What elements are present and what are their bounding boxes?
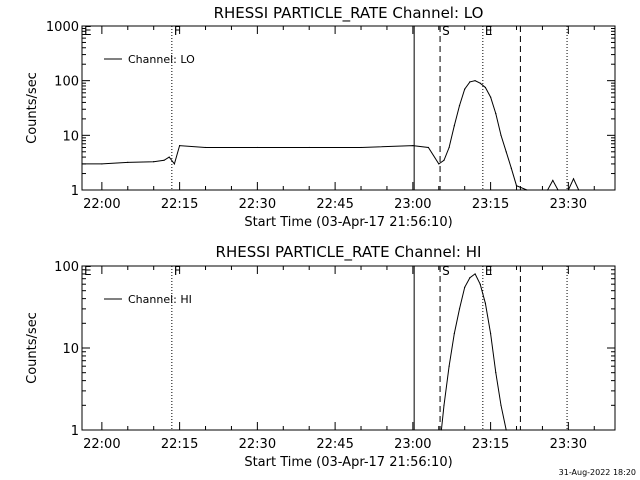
data-point: [204, 146, 207, 149]
y-tick-label: 10: [62, 129, 79, 144]
data-point: [547, 189, 549, 191]
data-point: [484, 86, 487, 89]
data-point: [505, 151, 507, 153]
marker-label-e: E: [485, 24, 493, 38]
data-point: [453, 125, 455, 127]
marker-label-e: E: [485, 264, 493, 278]
footer-timestamp: 31-Aug-2022 18:20: [558, 468, 636, 477]
x-tick-label: 22:30: [239, 197, 276, 212]
x-axis-label: Start Time (03-Apr-17 21:56:10): [244, 215, 452, 230]
y-axis-label: Counts/sec: [25, 72, 40, 144]
x-tick-label: 23:00: [394, 197, 431, 212]
data-point: [173, 163, 176, 165]
marker-label-e: E: [84, 24, 92, 38]
data-point: [515, 185, 518, 187]
chart-panel-1: RHESSI PARTICLE_RATE Channel: LO 1 10 100 10…: [25, 4, 616, 230]
data-point: [557, 189, 559, 191]
data-point: [578, 189, 580, 191]
data-point: [572, 178, 575, 180]
data-point: [490, 332, 492, 335]
x-axis-label: Start Time (03-Apr-17 21:56:10): [244, 455, 452, 470]
data-point: [127, 161, 129, 163]
data-point: [484, 302, 487, 304]
chart-title: RHESSI PARTICLE_RATE Channel: LO: [214, 4, 484, 23]
y-tick-label: 1: [71, 184, 79, 199]
data-point: [438, 163, 440, 165]
x-tick-label: 22:00: [83, 197, 120, 212]
data-point: [153, 161, 155, 163]
data-point: [163, 159, 165, 161]
chart-title: RHESSI PARTICLE_RATE Channel: HI: [216, 243, 482, 262]
data-point: [505, 429, 507, 431]
data-point: [500, 134, 502, 136]
data-point: [495, 112, 497, 115]
marker-label-s: S: [442, 24, 450, 38]
series-line: [82, 80, 580, 191]
x-tick-label: 23:00: [394, 437, 431, 452]
x-tick-label: 22:45: [316, 437, 353, 452]
data-point: [474, 80, 476, 82]
data-point: [479, 283, 481, 285]
marker-label-f: F: [174, 264, 181, 278]
data-point: [464, 88, 466, 90]
y-tick-label: 100: [54, 75, 79, 90]
plot-frame: [81, 265, 616, 431]
data-point: [552, 179, 554, 181]
data-point: [443, 159, 445, 161]
data-point: [495, 372, 497, 374]
data-point: [168, 156, 170, 158]
x-tick-label: 23:30: [550, 437, 587, 452]
x-tick-label: 22:15: [161, 197, 198, 212]
data-point: [360, 146, 362, 149]
data-point: [443, 404, 445, 406]
data-point: [500, 404, 502, 406]
data-point: [440, 429, 442, 431]
data-point: [453, 332, 455, 335]
data-point: [179, 144, 181, 147]
x-tick-label: 22:00: [83, 437, 120, 452]
data-point: [308, 146, 310, 149]
data-point: [448, 146, 450, 149]
data-point: [469, 277, 471, 279]
x-tick-label: 23:30: [550, 197, 587, 212]
data-point: [81, 163, 83, 165]
legend-label: Channel: LO: [128, 53, 195, 66]
x-tick-label: 22:15: [161, 437, 198, 452]
chart-panel-2: RHESSI PARTICLE_RATE Channel: HI 1 10 100 22…: [25, 243, 616, 470]
y-tick-label: 10: [62, 342, 79, 357]
marker-label-f: F: [174, 24, 181, 38]
data-point: [510, 167, 512, 169]
data-point: [101, 163, 103, 165]
data-point: [469, 81, 471, 83]
x-tick-label: 22:30: [239, 437, 276, 452]
plot-frame: [81, 25, 616, 191]
x-tick-label: 23:15: [472, 197, 509, 212]
data-point: [412, 144, 414, 147]
marker-label-e: E: [84, 264, 92, 278]
legend-label: Channel: HI: [128, 293, 192, 306]
x-tick-label: 22:45: [316, 197, 353, 212]
y-tick-label: 1000: [46, 20, 79, 35]
data-point: [567, 189, 569, 191]
marker-label-s: S: [442, 264, 450, 278]
data-point: [490, 96, 492, 98]
data-point: [256, 146, 258, 149]
data-point: [479, 82, 481, 84]
data-point: [464, 286, 466, 288]
y-axis-label: Counts/sec: [25, 312, 40, 384]
data-point: [458, 308, 461, 310]
y-tick-label: 1: [71, 424, 79, 439]
data-point: [458, 104, 461, 107]
x-tick-label: 23:15: [472, 437, 509, 452]
data-point: [427, 146, 430, 149]
data-point: [526, 189, 528, 191]
series-line: [440, 273, 507, 431]
data-point: [474, 273, 476, 275]
y-tick-label: 100: [54, 260, 79, 275]
data-point: [448, 365, 450, 367]
